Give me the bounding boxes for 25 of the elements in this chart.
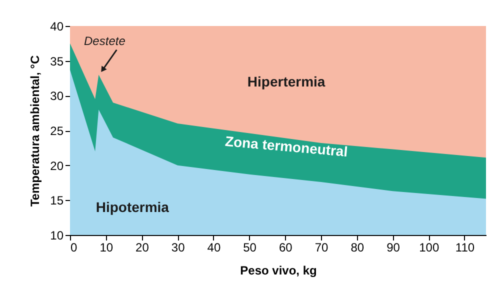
annotation: Destete — [84, 34, 126, 48]
series-label: Zona termoneutral — [224, 132, 348, 160]
x-tick-label: 90 — [386, 240, 400, 254]
x-tick-label: 80 — [350, 240, 364, 254]
x-tick-label: 30 — [171, 240, 186, 254]
x-tick-label: 0 — [70, 240, 78, 254]
y-tick-label: 30 — [50, 89, 64, 104]
y-tick-label: 20 — [50, 158, 64, 173]
x-tick-label: 40 — [207, 240, 221, 254]
y-axis-title: Temperatura ambiental, °C — [28, 55, 42, 207]
x-tick-label: 60 — [278, 240, 293, 254]
y-tick-label: 35 — [50, 54, 64, 68]
x-tick-label: 10 — [100, 240, 114, 254]
x-tick-label: 20 — [136, 240, 150, 254]
y-tick-label: 10 — [50, 228, 64, 242]
x-tick-label: 100 — [419, 240, 440, 254]
series-label: Hipotermia — [96, 198, 170, 215]
band-label: Hipertermia — [247, 73, 326, 90]
x-axis-title: Peso vivo, kg — [240, 264, 317, 278]
x-tick-label: 110 — [455, 240, 475, 254]
x-tick-label: 50 — [243, 240, 257, 254]
y-tick-label: 25 — [50, 124, 64, 138]
x-tick-label: 70 — [314, 240, 329, 254]
y-tick-label: 15 — [50, 194, 64, 208]
y-tick-label: 40 — [50, 20, 64, 34]
